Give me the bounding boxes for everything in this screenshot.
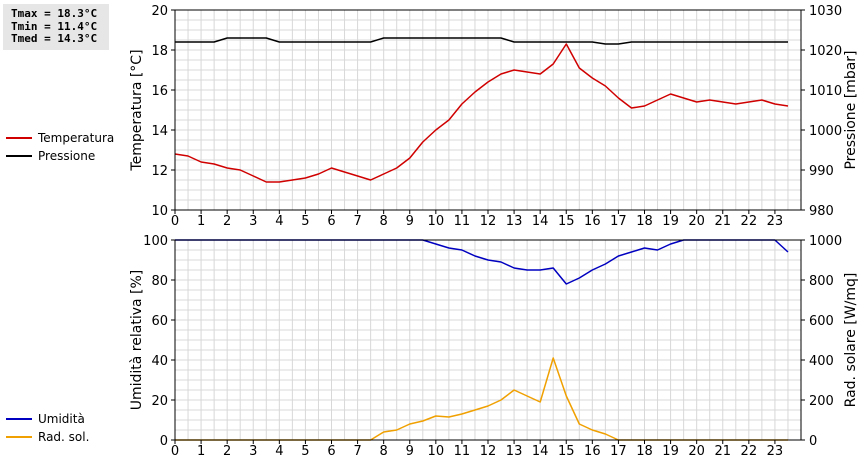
bottom-y-tick-label: 60 [151,314,168,329]
bottom-x-tick-label: 15 [558,444,575,459]
top-x-tick-label: 13 [506,214,523,229]
top-y-tick-label: 16 [151,84,168,99]
bottom-y-tick-label: 80 [151,274,168,289]
top-x-tick-label: 3 [249,214,257,229]
bottom-legend-label-0: Umidità [38,412,85,426]
bottom-x-tick-label: 6 [327,444,335,459]
top-x-tick-label: 2 [223,214,231,229]
bottom-x-tick-label: 0 [171,444,179,459]
top-x-tick-label: 9 [406,214,414,229]
top-x-tick-label: 8 [380,214,388,229]
bottom-x-tick-label: 11 [454,444,471,459]
top-y2-tick-label: 990 [809,164,834,179]
top-x-tick-label: 10 [428,214,445,229]
top-x-tick-label: 1 [197,214,205,229]
bottom-y2-tick-label: 0 [809,434,817,449]
tmed-label: Tmed = 14.3°C [11,32,98,45]
top-y-tick-label: 20 [151,4,168,19]
tmin-label: Tmin = 11.4°C [11,19,98,33]
bottom-y2-tick-label: 600 [809,314,834,329]
stats-box: Tmax = 18.3°C Tmin = 11.4°C Tmed = 14.3°… [3,4,109,50]
bottom-y2-tick-label: 1000 [809,234,842,249]
bottom-x-tick-label: 10 [428,444,445,459]
bottom-x-tick-label: 16 [584,444,601,459]
top-x-tick-label: 18 [636,214,653,229]
top-x-tick-label: 0 [171,214,179,229]
bottom-y-tick-label: 0 [160,434,168,449]
bottom-y2-tick-label: 800 [809,274,834,289]
top-legend-label-1: Pressione [38,149,95,163]
bottom-x-tick-label: 22 [741,444,758,459]
tmax-label: Tmax = 18.3°C [11,7,98,20]
top-x-tick-label: 11 [454,214,471,229]
top-x-tick-label: 7 [353,214,361,229]
top-legend-label-0: Temperatura [37,131,114,145]
bottom-x-tick-label: 13 [506,444,523,459]
top-y-tick-label: 18 [151,44,168,59]
bottom-y-tick-label: 20 [151,394,168,409]
bottom-x-tick-label: 19 [662,444,679,459]
bottom-x-tick-label: 12 [480,444,497,459]
bottom-y-axis-title: Umidità relativa [%] [129,270,145,411]
bottom-legend-label-1: Rad. sol. [38,430,89,444]
top-x-tick-label: 16 [584,214,601,229]
bottom-x-tick-label: 14 [532,444,549,459]
top-y2-tick-label: 1020 [809,44,842,59]
top-y2-tick-label: 1000 [809,124,842,139]
bottom-x-tick-label: 8 [380,444,388,459]
top-x-tick-label: 14 [532,214,549,229]
top-y2-tick-label: 1030 [809,4,842,19]
bottom-x-tick-label: 4 [275,444,283,459]
top-series-line-0 [174,43,789,183]
top-x-tick-label: 15 [558,214,575,229]
bottom-y-tick-label: 40 [151,354,168,369]
top-y2-tick-label: 1010 [809,84,842,99]
top-y-axis-title: Temperatura [°C] [129,49,145,171]
top-x-tick-label: 20 [688,214,705,229]
top-y-tick-label: 10 [151,204,168,219]
bottom-y2-tick-label: 400 [809,354,834,369]
top-x-tick-label: 22 [741,214,758,229]
top-series-line-1 [175,37,788,45]
top-x-tick-label: 6 [327,214,335,229]
top-x-tick-label: 4 [275,214,283,229]
top-x-tick-label: 21 [714,214,731,229]
bottom-y2-axis-title: Rad. solare [W/mq] [843,273,859,408]
bottom-x-tick-label: 7 [353,444,361,459]
bottom-x-tick-label: 18 [636,444,653,459]
top-x-tick-label: 12 [480,214,497,229]
top-y2-tick-label: 980 [809,204,834,219]
bottom-x-tick-label: 9 [406,444,414,459]
bottom-y-tick-label: 100 [143,234,168,249]
top-y-tick-label: 14 [151,124,168,139]
top-y2-axis-title: Pressione [mbar] [843,50,859,169]
top-y-tick-label: 12 [151,164,168,179]
bottom-x-tick-label: 3 [249,444,257,459]
top-x-tick-label: 5 [301,214,309,229]
bottom-x-tick-label: 20 [688,444,705,459]
top-x-tick-label: 19 [662,214,679,229]
bottom-x-tick-label: 17 [610,444,627,459]
bottom-x-tick-label: 2 [223,444,231,459]
bottom-x-tick-label: 5 [301,444,309,459]
top-x-tick-label: 17 [610,214,627,229]
bottom-x-tick-label: 21 [714,444,731,459]
bottom-x-tick-label: 23 [767,444,784,459]
bottom-y2-tick-label: 200 [809,394,834,409]
top-x-tick-label: 23 [767,214,784,229]
bottom-x-tick-label: 1 [197,444,205,459]
